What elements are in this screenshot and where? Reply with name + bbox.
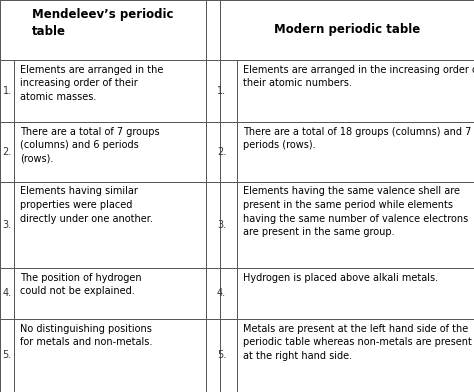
- Text: 2.: 2.: [2, 147, 12, 157]
- Bar: [0, 122, 14, 181]
- Text: Hydrogen is placed above alkali metals.: Hydrogen is placed above alkali metals.: [243, 273, 438, 283]
- Bar: [220, 268, 237, 319]
- Bar: [0, 60, 14, 122]
- Text: No distinguishing positions
for metals and non-metals.: No distinguishing positions for metals a…: [20, 324, 152, 347]
- Bar: [0, 268, 14, 319]
- Bar: [220, 60, 237, 122]
- Text: Elements having similar
properties were placed
directly under one another.: Elements having similar properties were …: [20, 186, 153, 223]
- Bar: [237, 319, 474, 392]
- Text: Mendeleev’s periodic
table: Mendeleev’s periodic table: [32, 7, 174, 38]
- Bar: [0, 0, 206, 60]
- Bar: [0, 181, 14, 268]
- Text: 4.: 4.: [2, 289, 12, 298]
- Text: 3.: 3.: [217, 220, 226, 230]
- Text: Metals are present at the left hand side of the
periodic table whereas non-metal: Metals are present at the left hand side…: [243, 324, 472, 361]
- Bar: [220, 122, 237, 181]
- Bar: [237, 60, 474, 122]
- Bar: [206, 122, 220, 181]
- Bar: [220, 181, 237, 268]
- Text: Elements are arranged in the
increasing order of their
atomic masses.: Elements are arranged in the increasing …: [20, 65, 163, 102]
- Text: Elements are arranged in the increasing order of
their atomic numbers.: Elements are arranged in the increasing …: [243, 65, 474, 88]
- Text: 1.: 1.: [2, 86, 12, 96]
- Text: The position of hydrogen
could not be explained.: The position of hydrogen could not be ex…: [20, 273, 142, 296]
- Bar: [206, 0, 220, 60]
- Bar: [220, 319, 237, 392]
- Bar: [0, 319, 14, 392]
- Text: Elements having the same valence shell are
present in the same period while elem: Elements having the same valence shell a…: [243, 186, 468, 237]
- Bar: [14, 181, 206, 268]
- Bar: [14, 319, 206, 392]
- Text: 1.: 1.: [217, 86, 226, 96]
- Text: There are a total of 7 groups
(columns) and 6 periods
(rows).: There are a total of 7 groups (columns) …: [20, 127, 160, 164]
- Bar: [237, 181, 474, 268]
- Bar: [206, 268, 220, 319]
- Text: 3.: 3.: [2, 220, 12, 230]
- Bar: [206, 60, 220, 122]
- Text: 5.: 5.: [217, 350, 226, 361]
- Bar: [237, 122, 474, 181]
- Text: Modern periodic table: Modern periodic table: [274, 24, 420, 36]
- Text: There are a total of 18 groups (columns) and 7
periods (rows).: There are a total of 18 groups (columns)…: [243, 127, 471, 150]
- Text: 5.: 5.: [2, 350, 12, 361]
- Bar: [220, 0, 474, 60]
- Bar: [237, 268, 474, 319]
- Text: 4.: 4.: [217, 289, 226, 298]
- Bar: [206, 319, 220, 392]
- Bar: [14, 268, 206, 319]
- Bar: [14, 60, 206, 122]
- Bar: [14, 122, 206, 181]
- Bar: [206, 181, 220, 268]
- Text: 2.: 2.: [217, 147, 226, 157]
